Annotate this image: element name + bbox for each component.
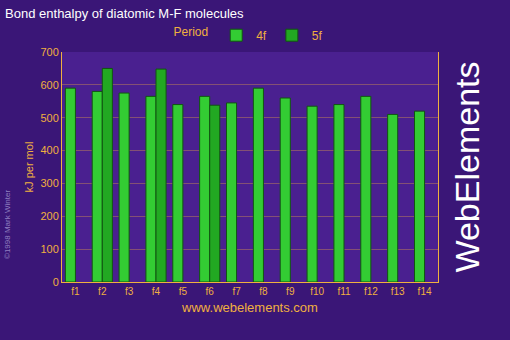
svg-text:f12: f12 xyxy=(364,286,378,297)
svg-text:kJ per mol: kJ per mol xyxy=(23,142,35,193)
svg-text:700: 700 xyxy=(40,46,58,58)
svg-text:4f: 4f xyxy=(256,29,267,43)
svg-text:f3: f3 xyxy=(125,286,134,297)
svg-text:Period: Period xyxy=(174,25,209,39)
svg-text:f5: f5 xyxy=(179,286,188,297)
svg-text:f2: f2 xyxy=(98,286,107,297)
svg-text:f7: f7 xyxy=(232,286,241,297)
svg-text:f6: f6 xyxy=(206,286,215,297)
svg-text:200: 200 xyxy=(40,210,58,222)
svg-text:f8: f8 xyxy=(259,286,268,297)
svg-text:500: 500 xyxy=(40,112,58,124)
svg-text:100: 100 xyxy=(40,243,58,255)
svg-text:f4: f4 xyxy=(152,286,161,297)
svg-text:f13: f13 xyxy=(391,286,405,297)
svg-text:400: 400 xyxy=(40,144,58,156)
svg-text:f9: f9 xyxy=(286,286,295,297)
svg-text:WebElements: WebElements xyxy=(448,61,486,272)
svg-text:Bond enthalpy of diatomic M-F: Bond enthalpy of diatomic M-F molecules xyxy=(5,6,244,21)
svg-text:©1998 Mark Winter: ©1998 Mark Winter xyxy=(3,190,12,259)
svg-text:0: 0 xyxy=(53,276,59,288)
svg-text:www.webelements.com: www.webelements.com xyxy=(181,300,318,315)
svg-text:f14: f14 xyxy=(418,286,432,297)
svg-text:5f: 5f xyxy=(312,29,323,43)
svg-text:f10: f10 xyxy=(310,286,324,297)
svg-text:600: 600 xyxy=(40,79,58,91)
svg-text:f1: f1 xyxy=(71,286,80,297)
svg-text:f11: f11 xyxy=(337,286,351,297)
svg-text:300: 300 xyxy=(40,177,58,189)
